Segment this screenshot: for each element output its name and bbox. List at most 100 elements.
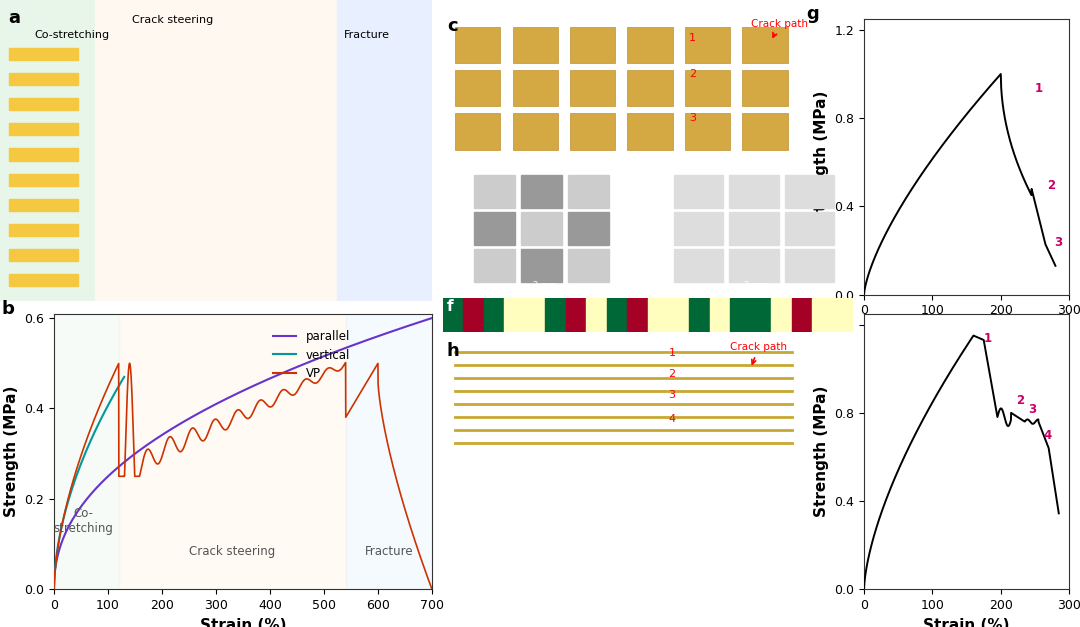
Bar: [685, 70, 730, 106]
Bar: [674, 212, 724, 245]
Text: h: h: [447, 342, 460, 360]
Bar: [521, 248, 562, 282]
Text: Fracture: Fracture: [364, 545, 414, 558]
Bar: [792, 298, 812, 332]
Text: Fracture: Fracture: [345, 30, 390, 40]
Text: 2: 2: [1016, 394, 1024, 407]
Bar: [785, 212, 834, 245]
Bar: [648, 298, 669, 332]
Bar: [627, 27, 673, 63]
Bar: [689, 298, 710, 332]
Bar: [729, 212, 779, 245]
Bar: [455, 113, 500, 149]
Bar: [9, 199, 78, 211]
Text: Crack path: Crack path: [751, 19, 808, 37]
Bar: [521, 212, 562, 245]
Bar: [785, 248, 834, 282]
Bar: [742, 70, 787, 106]
Bar: [730, 298, 751, 332]
Text: e: e: [658, 166, 667, 181]
Text: 2: 2: [689, 70, 697, 80]
Bar: [771, 298, 792, 332]
Bar: [785, 175, 834, 208]
Bar: [9, 149, 78, 161]
Text: Crack steering: Crack steering: [132, 15, 214, 25]
Text: d: d: [447, 166, 458, 181]
Text: j: j: [658, 466, 663, 482]
Bar: [455, 27, 500, 63]
Text: g: g: [807, 5, 820, 23]
Bar: [9, 174, 78, 186]
Bar: [568, 248, 609, 282]
Bar: [9, 48, 78, 60]
Bar: [9, 249, 78, 261]
Text: Crack steering: Crack steering: [189, 545, 275, 558]
Text: Crack path: Crack path: [730, 342, 787, 364]
Text: 2: 2: [669, 369, 676, 379]
Bar: [504, 298, 525, 332]
Text: c: c: [447, 17, 458, 35]
Bar: [570, 113, 616, 149]
Text: f: f: [447, 299, 454, 314]
Text: 3: 3: [1054, 236, 1063, 249]
Bar: [545, 298, 566, 332]
Bar: [568, 175, 609, 208]
Bar: [742, 27, 787, 63]
Bar: [484, 298, 504, 332]
Bar: [568, 212, 609, 245]
Text: Co-stretching: Co-stretching: [35, 30, 110, 40]
Bar: [751, 298, 771, 332]
Y-axis label: Strength (MPa): Strength (MPa): [813, 91, 828, 223]
Bar: [570, 27, 616, 63]
Bar: [669, 298, 689, 332]
Bar: [346, 314, 432, 589]
Bar: [710, 298, 730, 332]
Text: Co-
stretching: Co- stretching: [54, 507, 113, 535]
Bar: [674, 248, 724, 282]
Text: 3: 3: [1028, 403, 1037, 416]
Text: 4: 4: [1043, 429, 1052, 442]
Text: 1: 1: [669, 349, 675, 359]
Bar: [473, 175, 515, 208]
Bar: [443, 298, 463, 332]
Bar: [586, 298, 607, 332]
Text: i: i: [447, 466, 453, 482]
Bar: [812, 298, 833, 332]
Bar: [607, 298, 627, 332]
Bar: [9, 224, 78, 236]
Bar: [473, 212, 515, 245]
Bar: [674, 175, 724, 208]
Bar: [54, 314, 119, 589]
Bar: [525, 298, 545, 332]
Bar: [627, 70, 673, 106]
Legend: parallel, vertical, VP: parallel, vertical, VP: [268, 325, 354, 385]
Text: 1: 1: [689, 33, 696, 43]
Bar: [742, 113, 787, 149]
X-axis label: Strain (%): Strain (%): [200, 618, 286, 627]
Bar: [455, 70, 500, 106]
Bar: [627, 113, 673, 149]
Bar: [513, 70, 557, 106]
Bar: [9, 124, 78, 135]
Text: 1: 1: [984, 332, 991, 345]
Bar: [685, 27, 730, 63]
Bar: [513, 113, 557, 149]
Text: a: a: [9, 9, 21, 27]
Bar: [119, 314, 346, 589]
Text: 2 mm: 2 mm: [534, 281, 557, 290]
Bar: [337, 0, 432, 301]
Bar: [729, 248, 779, 282]
Bar: [521, 175, 562, 208]
Bar: [566, 298, 586, 332]
Text: b: b: [1, 300, 14, 318]
Bar: [463, 298, 484, 332]
Bar: [729, 175, 779, 208]
Bar: [95, 0, 337, 301]
Text: 2: 2: [1048, 179, 1055, 192]
Bar: [473, 248, 515, 282]
Bar: [627, 298, 648, 332]
Text: k: k: [447, 596, 457, 611]
X-axis label: Strain (%): Strain (%): [923, 323, 1010, 338]
X-axis label: Strain (%): Strain (%): [923, 618, 1010, 627]
Bar: [9, 98, 78, 110]
